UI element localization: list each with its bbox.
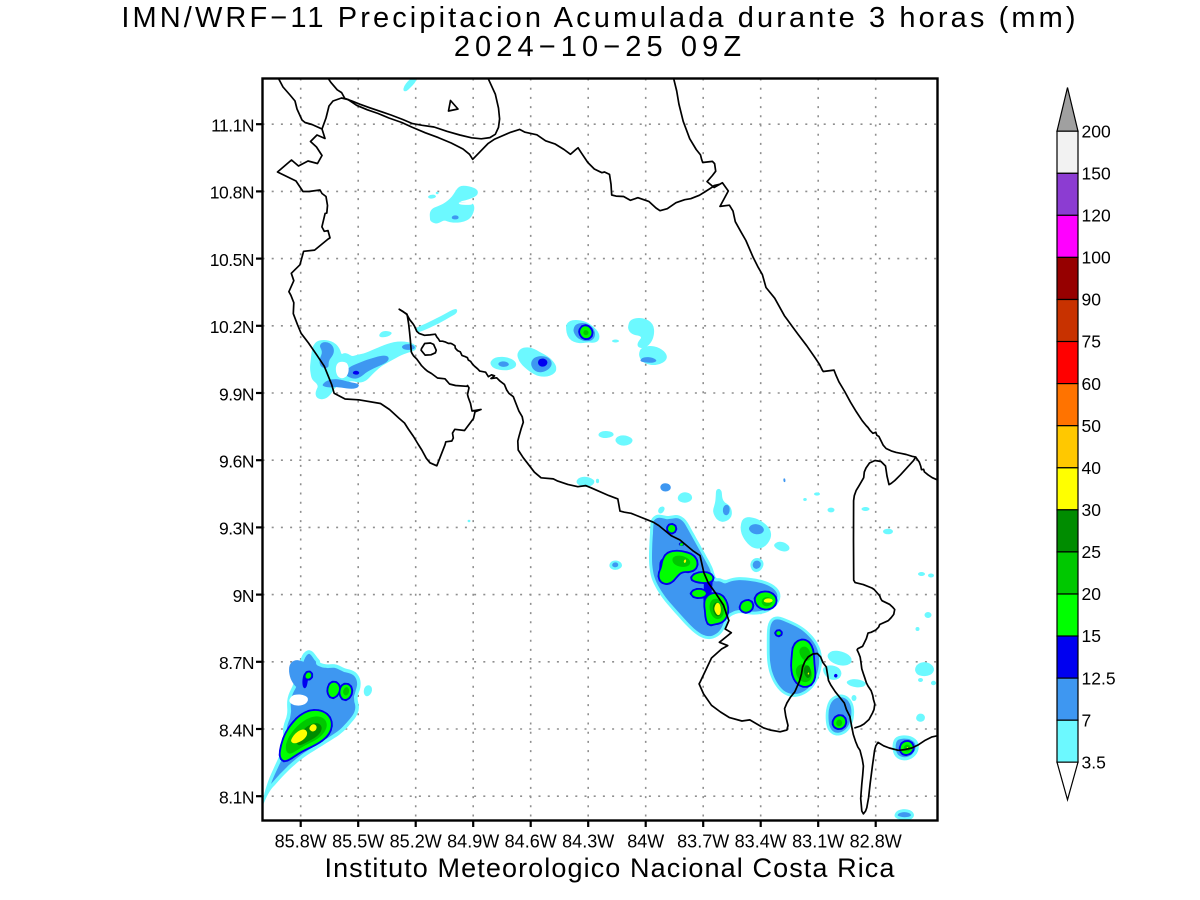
svg-text:12.5: 12.5 [1082,668,1116,688]
svg-text:8.1N: 8.1N [219,788,254,808]
svg-text:84W: 84W [627,832,664,852]
svg-text:40: 40 [1082,458,1102,478]
svg-text:10.2N: 10.2N [210,317,254,337]
svg-text:85.8W: 85.8W [275,832,327,852]
svg-text:9.9N: 9.9N [219,384,254,404]
svg-text:120: 120 [1082,206,1111,226]
svg-text:7: 7 [1082,710,1092,730]
svg-text:90: 90 [1082,290,1102,310]
svg-text:200: 200 [1082,121,1111,141]
svg-text:20: 20 [1082,584,1102,604]
svg-text:83.4W: 83.4W [735,832,787,852]
svg-text:15: 15 [1082,626,1101,646]
svg-text:84.3W: 84.3W [562,832,614,852]
svg-text:9.6N: 9.6N [219,452,254,472]
svg-text:60: 60 [1082,374,1102,394]
svg-text:150: 150 [1082,164,1111,184]
svg-text:9.3N: 9.3N [219,519,254,539]
svg-text:11.1N: 11.1N [211,116,254,136]
svg-text:75: 75 [1082,332,1101,352]
svg-text:10.5N: 10.5N [210,250,254,270]
svg-text:85.2W: 85.2W [390,832,442,852]
svg-text:8.4N: 8.4N [219,720,254,740]
svg-text:50: 50 [1082,416,1102,436]
svg-text:83.1W: 83.1W [792,832,844,852]
svg-text:84.9W: 84.9W [447,832,499,852]
svg-text:8.7N: 8.7N [219,653,254,673]
svg-text:25: 25 [1082,542,1101,562]
svg-text:10.8N: 10.8N [210,183,254,203]
svg-text:30: 30 [1082,500,1102,520]
svg-text:3.5: 3.5 [1082,753,1106,773]
svg-text:100: 100 [1082,248,1111,268]
svg-text:84.6W: 84.6W [505,832,557,852]
svg-text:9N: 9N [233,586,254,606]
svg-text:83.7W: 83.7W [677,832,729,852]
svg-text:85.5W: 85.5W [332,832,384,852]
svg-text:82.8W: 82.8W [850,832,902,852]
